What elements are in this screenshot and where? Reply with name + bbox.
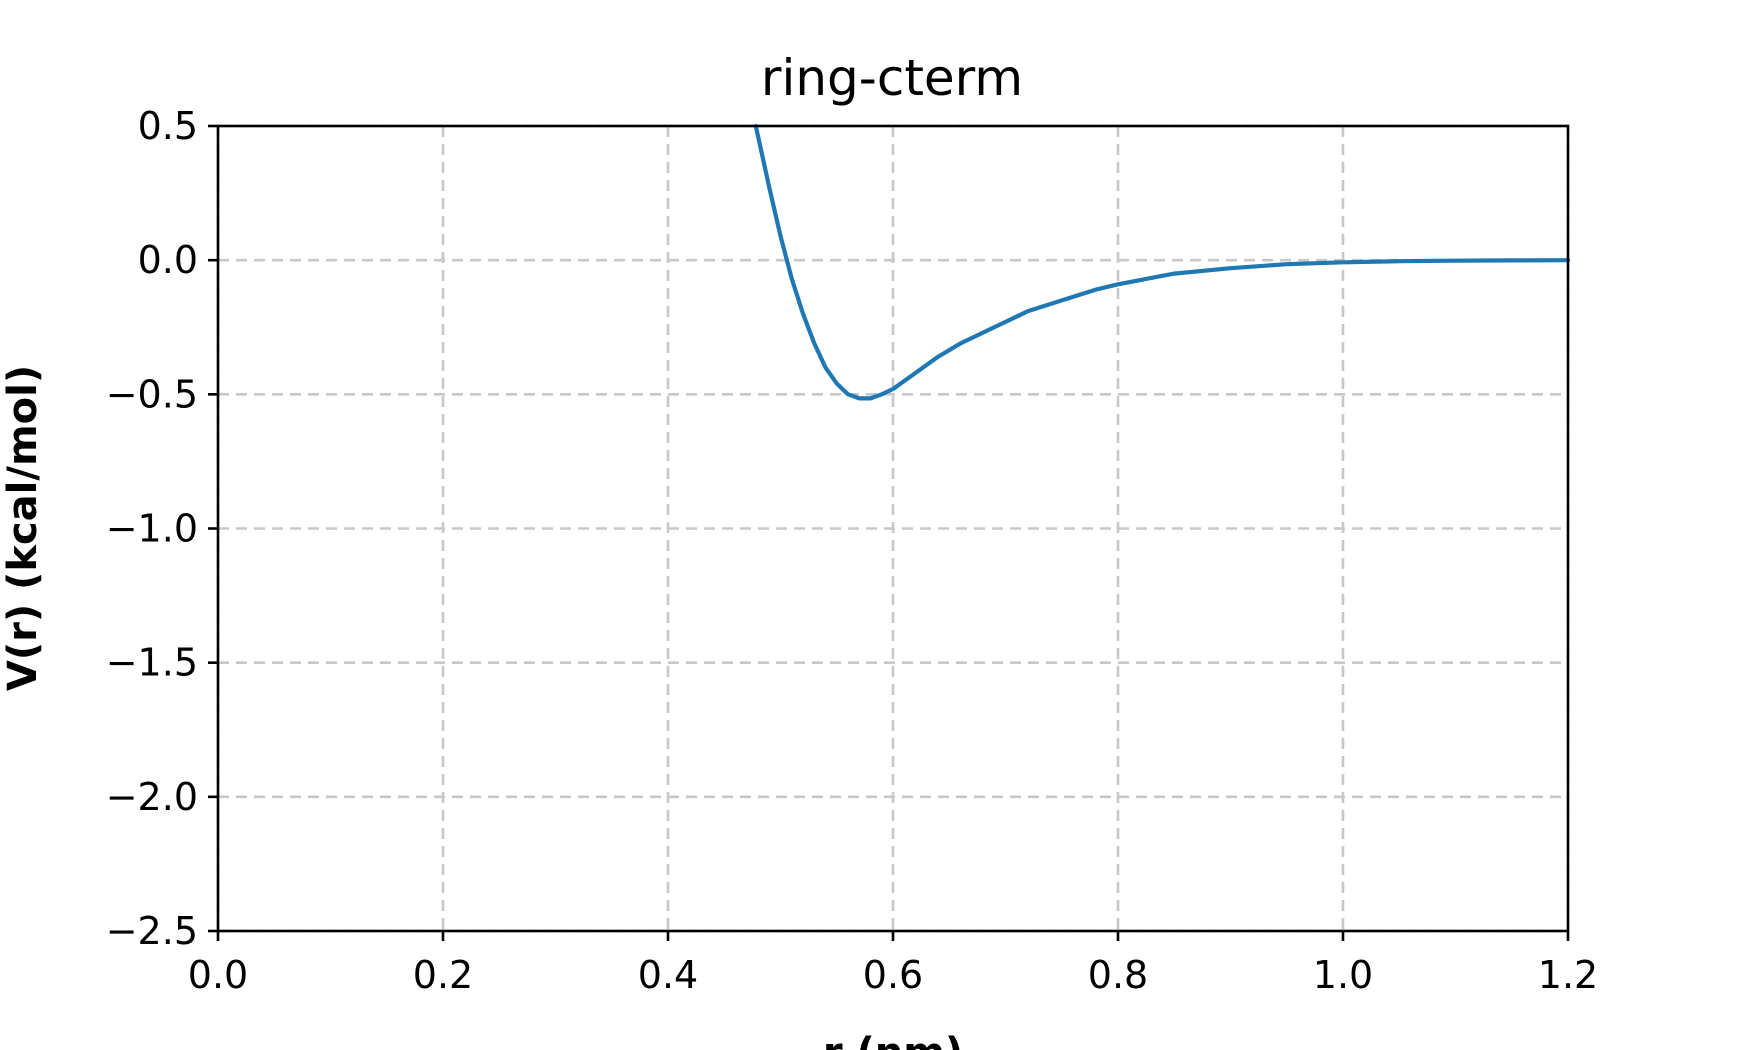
grid-lines xyxy=(216,124,1570,933)
y-tick-label: 0.0 xyxy=(138,238,198,282)
y-axis-label: V(r) (kcal/mol) xyxy=(0,365,46,691)
x-tick-label: 1.2 xyxy=(1538,953,1598,997)
x-axis-label: r (nm) xyxy=(823,1030,963,1050)
x-tick-label: 1.0 xyxy=(1313,953,1373,997)
x-tick-label: 0.2 xyxy=(413,953,473,997)
axis-ticks: 0.0 0.2 0.4 0.6 0.8 1.0 1.2 0.5 0.0 −0.5 −1.0 −1.5 −… xyxy=(106,104,1599,997)
x-tick-label: 0.0 xyxy=(188,953,248,997)
y-tick-label: 0.5 xyxy=(138,104,198,148)
y-tick-label: −2.0 xyxy=(106,775,198,819)
series-layer xyxy=(753,123,1571,401)
x-tick-label: 0.8 xyxy=(1088,953,1148,997)
y-tick-label: −0.5 xyxy=(106,372,198,416)
chart-title: ring-cterm xyxy=(761,49,1023,107)
y-tick-label: −2.5 xyxy=(106,909,198,953)
x-tick-label: 0.6 xyxy=(863,953,923,997)
y-tick-label: −1.0 xyxy=(106,507,198,551)
y-tick-label: −1.5 xyxy=(106,641,198,685)
series-line xyxy=(753,123,1571,401)
x-tick-label: 0.4 xyxy=(638,953,698,997)
